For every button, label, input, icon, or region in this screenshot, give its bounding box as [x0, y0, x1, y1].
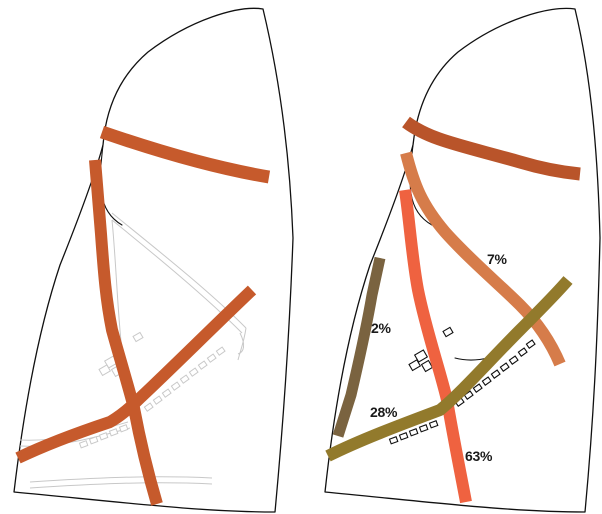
- left-route-top: [99, 125, 271, 184]
- right-panel: 7% 2% 28% 63%: [324, 7, 601, 513]
- label-2pct: 2%: [371, 320, 391, 336]
- left-route-diagonal: [15, 285, 257, 464]
- left-routes: [15, 125, 271, 506]
- route-7pct: [400, 151, 566, 367]
- left-faint-road-4: [29, 476, 213, 489]
- left-faint-road-2: [237, 327, 247, 361]
- right-buildings: [388, 326, 536, 445]
- route-2pct: [332, 256, 386, 438]
- left-route-vertical: [89, 159, 163, 506]
- left-panel: [13, 7, 294, 513]
- right-route-top: [402, 116, 581, 181]
- label-63pct: 63%: [465, 448, 493, 464]
- route-percentages: 7% 2% 28% 63%: [370, 251, 508, 464]
- right-routes: [325, 116, 581, 504]
- left-area-outline: [13, 7, 294, 513]
- right-area-outline: [324, 7, 601, 513]
- route-63pct: [399, 189, 472, 504]
- route-28pct: [325, 276, 573, 462]
- label-7pct: 7%: [487, 251, 507, 267]
- left-faint-road-5: [111, 219, 123, 351]
- label-28pct: 28%: [370, 404, 398, 420]
